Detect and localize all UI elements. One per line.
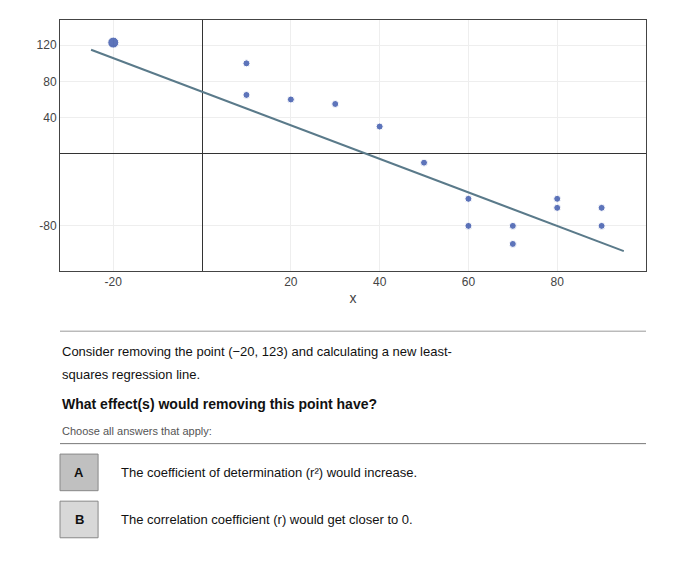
- svg-text:-80: -80: [39, 219, 57, 233]
- svg-text:What effect(s) would removing: What effect(s) would removing this point…: [62, 396, 377, 412]
- svg-text:The correlation coefficient (r: The correlation coefficient (r) would ge…: [121, 512, 413, 527]
- svg-text:The coefficient of determinati: The coefficient of determination (r²) wo…: [121, 465, 417, 480]
- svg-text:80: 80: [551, 275, 565, 289]
- svg-text:40: 40: [373, 275, 387, 289]
- svg-text:x: x: [350, 290, 357, 306]
- svg-text:60: 60: [462, 275, 476, 289]
- svg-text:Consider removing the point (−: Consider removing the point (−20, 123) a…: [62, 344, 452, 359]
- svg-text:B: B: [75, 512, 84, 527]
- svg-text:-20: -20: [105, 275, 123, 289]
- svg-text:120: 120: [37, 38, 57, 52]
- svg-text:Choose all answers that apply:: Choose all answers that apply:: [62, 425, 212, 437]
- svg-text:20: 20: [284, 275, 298, 289]
- svg-text:40: 40: [43, 111, 57, 125]
- svg-text:squares regression line.: squares regression line.: [62, 367, 200, 382]
- svg-text:A: A: [74, 465, 84, 480]
- svg-text:80: 80: [43, 75, 57, 89]
